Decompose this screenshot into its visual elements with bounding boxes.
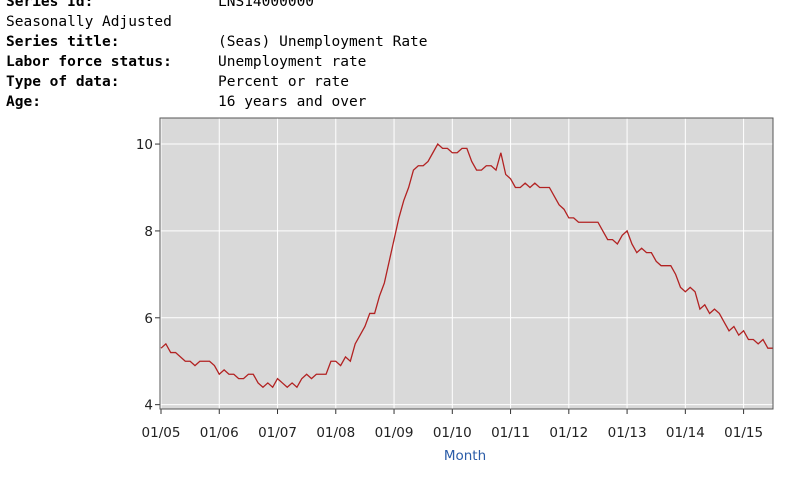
data-type-value: Percent or rate: [218, 74, 349, 90]
data-type-key: Type of data:: [6, 74, 120, 90]
labor-force-row: Labor force status: Unemployment rate: [6, 52, 428, 72]
age-row: Age: 16 years and over: [6, 92, 428, 112]
x-tick-label: 01/10: [433, 425, 472, 441]
x-tick-label: 01/05: [142, 425, 181, 441]
series-id-value: LNS14000000: [218, 0, 315, 10]
x-tick-label: 01/06: [200, 425, 239, 441]
plot-area: [159, 117, 774, 410]
x-axis-title: Month: [444, 448, 486, 464]
x-tick-label: 01/12: [549, 425, 588, 441]
y-tick-label: 8: [144, 224, 153, 240]
x-tick-label: 01/14: [666, 425, 705, 441]
y-tick-label: 10: [136, 137, 153, 153]
data-type-row: Type of data: Percent or rate: [6, 72, 428, 92]
x-tick-label: 01/09: [375, 425, 414, 441]
x-tick-label: 01/08: [316, 425, 355, 441]
x-tick-label: 01/15: [724, 425, 763, 441]
labor-force-key: Labor force status:: [6, 54, 172, 70]
series-title-key: Series title:: [6, 34, 120, 50]
y-tick-labels: 4 6 8 10: [136, 137, 153, 414]
series-title-value: (Seas) Unemployment Rate: [218, 34, 428, 50]
x-tick-label: 01/07: [258, 425, 297, 441]
series-title-row: Series title: (Seas) Unemployment Rate: [6, 32, 428, 52]
grid-lines: [160, 118, 773, 409]
series-id-row: Series Id: LNS14000000: [6, 0, 428, 12]
x-tick-labels: 01/05 01/06 01/07 01/08 01/09 01/10 01/11 01/12…: [142, 425, 764, 441]
y-tick-label: 6: [144, 311, 153, 327]
axis-ticks: [155, 143, 745, 414]
series-line: [160, 143, 773, 389]
age-key: Age:: [6, 94, 41, 110]
adjustment-row: Seasonally Adjusted: [6, 12, 428, 32]
x-tick-label: 01/11: [491, 425, 530, 441]
labor-force-value: Unemployment rate: [218, 54, 367, 70]
x-tick-label: 01/13: [608, 425, 647, 441]
series-id-key: Series Id:: [6, 0, 94, 10]
series-metadata: Series Id: LNS14000000 Seasonally Adjust…: [6, 0, 428, 112]
adjustment-text: Seasonally Adjusted: [6, 14, 172, 30]
plot-border: [159, 117, 774, 410]
y-tick-label: 4: [144, 398, 153, 414]
age-value: 16 years and over: [218, 94, 367, 110]
